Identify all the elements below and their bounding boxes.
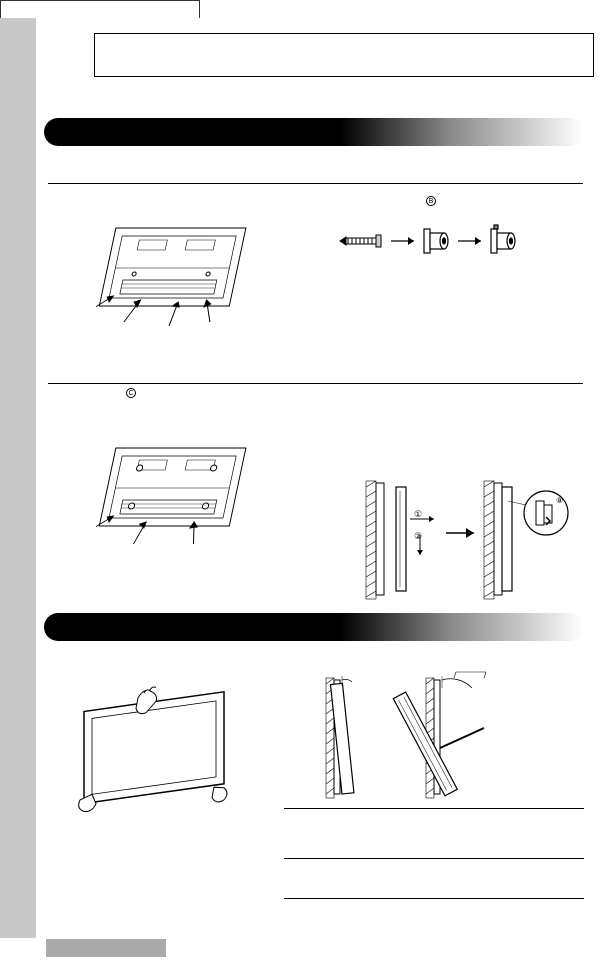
note-divider-1	[284, 808, 584, 809]
tilt-angle-diagram	[316, 668, 576, 808]
top-left-border-fragment	[0, 0, 200, 18]
page-content: B	[36, 18, 605, 967]
bracket-step1-label: ①	[414, 509, 422, 519]
side-gray-strip	[0, 18, 36, 938]
section-header-1-fill	[44, 118, 584, 146]
note-divider-2	[284, 858, 584, 859]
circled-b-icon: B	[426, 196, 436, 206]
section-header-2	[44, 613, 584, 641]
circled-c-icon: C	[126, 388, 136, 398]
page-footer-bar	[46, 939, 166, 957]
carry-tv-diagram	[66, 678, 246, 828]
divider-2	[48, 383, 583, 384]
divider-1	[48, 183, 583, 184]
bracket-step2-label: ②	[414, 531, 422, 541]
section-header-1	[44, 118, 584, 146]
tv-back-diagram-1	[96, 218, 256, 333]
title-box	[94, 33, 594, 77]
note-divider-3	[284, 898, 584, 899]
screw-assembly-diagram	[336, 223, 556, 268]
bracket-lock-label: ⑧	[556, 496, 563, 505]
section-header-2-fill	[44, 613, 584, 641]
wall-mount-diagram: ① ② ⑧	[356, 473, 576, 613]
tv-back-diagram-2	[96, 438, 256, 553]
step3b-mark: C	[126, 388, 136, 402]
screw-label-mark: B	[426, 196, 436, 210]
